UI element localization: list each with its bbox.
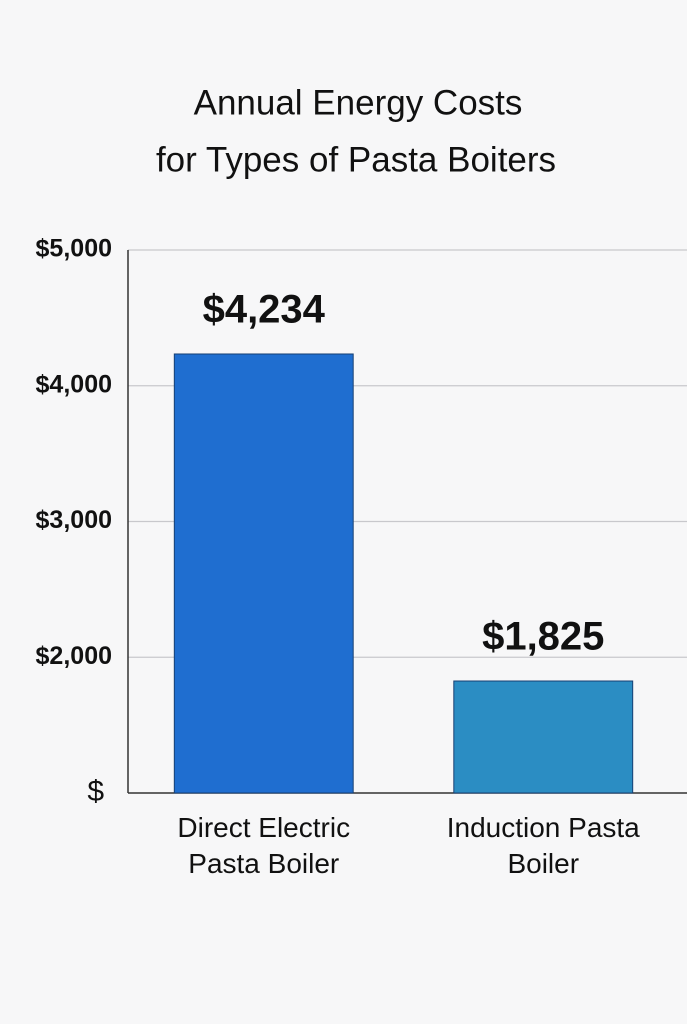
y-tick-label: $3,000 bbox=[36, 506, 112, 534]
y-tick-label: $2,000 bbox=[36, 642, 112, 670]
bar bbox=[453, 680, 634, 794]
y-tick-label: $5,000 bbox=[36, 235, 112, 263]
x-tick-label: Direct Electric Pasta Boiler bbox=[177, 812, 350, 879]
value-label: $1,825 bbox=[482, 615, 604, 659]
x-tick-label: Induction Pasta Boiler bbox=[447, 812, 640, 879]
y-tick-label: $4,000 bbox=[36, 370, 112, 398]
y-tick-label: $ bbox=[87, 775, 104, 808]
bar bbox=[173, 353, 354, 794]
chart-title: for Types of Pasta Boiters bbox=[156, 140, 556, 179]
value-label: $4,234 bbox=[203, 288, 326, 332]
chart-title: Annual Energy Costs bbox=[194, 83, 523, 122]
